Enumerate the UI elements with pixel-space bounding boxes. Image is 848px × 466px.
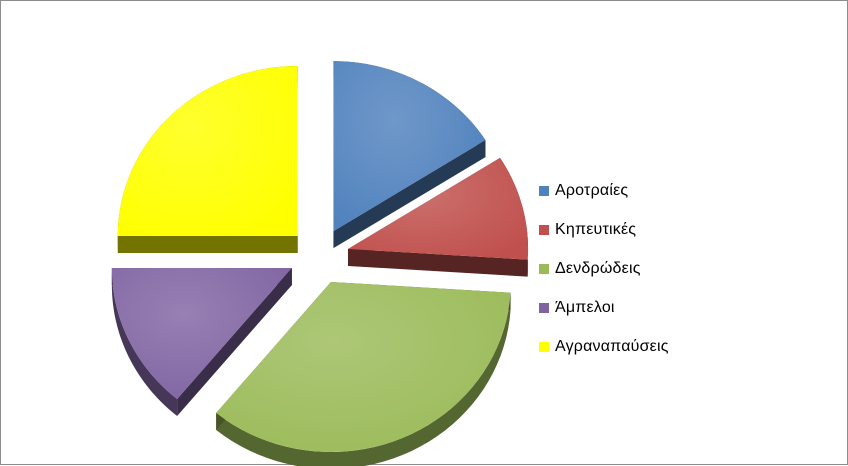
legend-label: Κηπευτικές bbox=[555, 221, 637, 238]
pie-slice-5 bbox=[117, 65, 298, 236]
legend-swatch bbox=[539, 264, 549, 274]
legend-item: Κηπευτικές bbox=[539, 221, 636, 239]
legend-swatch bbox=[539, 225, 549, 235]
legend-label: Άμπελοι bbox=[555, 299, 615, 316]
pie-slice-2 bbox=[348, 157, 529, 260]
pie-slice-1 bbox=[333, 61, 486, 232]
legend-label: Αγραναπαύσεις bbox=[555, 338, 669, 355]
pie-slice-4 bbox=[111, 268, 292, 400]
legend-swatch bbox=[539, 186, 549, 196]
legend-label: Αροτραίες bbox=[555, 182, 629, 199]
legend-item: Άμπελοι bbox=[539, 299, 615, 317]
legend-item: Αγραναπαύσεις bbox=[539, 338, 669, 356]
legend-item: Αροτραίες bbox=[539, 182, 628, 200]
legend-item: Δενδρώδεις bbox=[539, 260, 641, 278]
legend-swatch bbox=[539, 342, 549, 352]
pie-slice-3 bbox=[216, 282, 511, 453]
legend-label: Δενδρώδεις bbox=[555, 260, 641, 277]
legend-swatch bbox=[539, 303, 549, 313]
